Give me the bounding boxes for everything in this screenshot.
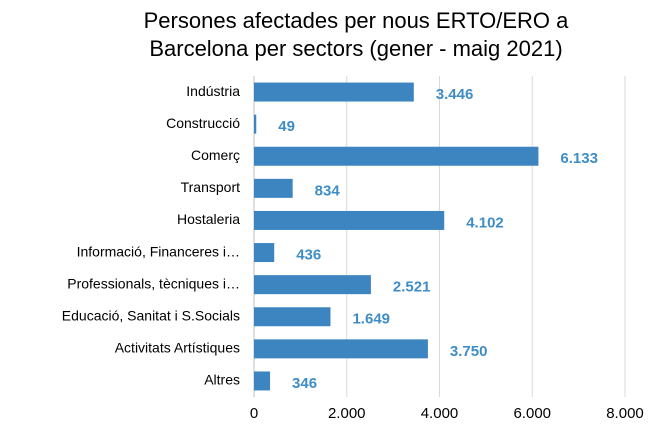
bar bbox=[254, 371, 271, 391]
data-label: 1.649 bbox=[352, 311, 390, 328]
y-tick-label: Construcció bbox=[166, 115, 240, 131]
y-tick-label: Activitats Artístiques bbox=[115, 340, 240, 356]
bar bbox=[254, 210, 445, 230]
x-tick-label: 6.000 bbox=[513, 405, 551, 422]
x-tick-label: 2.000 bbox=[328, 405, 366, 422]
y-tick-label: Informació, Financeres i… bbox=[77, 243, 240, 259]
y-tick-label: Transport bbox=[181, 179, 241, 195]
data-label: 834 bbox=[315, 182, 341, 199]
bar bbox=[254, 146, 539, 166]
bar bbox=[254, 339, 428, 359]
bar bbox=[254, 243, 275, 263]
data-label: 3.446 bbox=[436, 86, 474, 103]
y-tick-label: Educació, Sanitat i S.Socials bbox=[62, 307, 240, 323]
bar bbox=[254, 307, 331, 327]
y-tick-label: Comerç bbox=[191, 147, 240, 163]
y-tick-label: Hostaleria bbox=[177, 211, 240, 227]
data-label: 346 bbox=[292, 375, 317, 392]
y-tick-label: Altres bbox=[204, 372, 240, 388]
data-label: 436 bbox=[296, 247, 321, 264]
data-label: 3.750 bbox=[450, 343, 488, 360]
bar bbox=[254, 114, 257, 134]
x-tick-label: 4.000 bbox=[421, 405, 459, 422]
chart-title: Barcelona per sectors (gener - maig 2021… bbox=[149, 36, 562, 61]
data-label: 4.102 bbox=[466, 214, 504, 231]
data-label: 6.133 bbox=[560, 150, 598, 167]
bar bbox=[254, 82, 414, 102]
data-label: 49 bbox=[278, 118, 295, 135]
x-tick-label: 0 bbox=[250, 405, 258, 422]
x-tick-label: 8.000 bbox=[606, 405, 644, 422]
data-label: 2.521 bbox=[393, 279, 431, 296]
y-tick-label: Professionals, tècniques i… bbox=[67, 275, 240, 291]
chart-title: Persones afectades per nous ERTO/ERO a bbox=[144, 8, 570, 33]
bar bbox=[254, 178, 293, 198]
bar bbox=[254, 275, 371, 295]
y-tick-label: Indústria bbox=[186, 83, 240, 99]
